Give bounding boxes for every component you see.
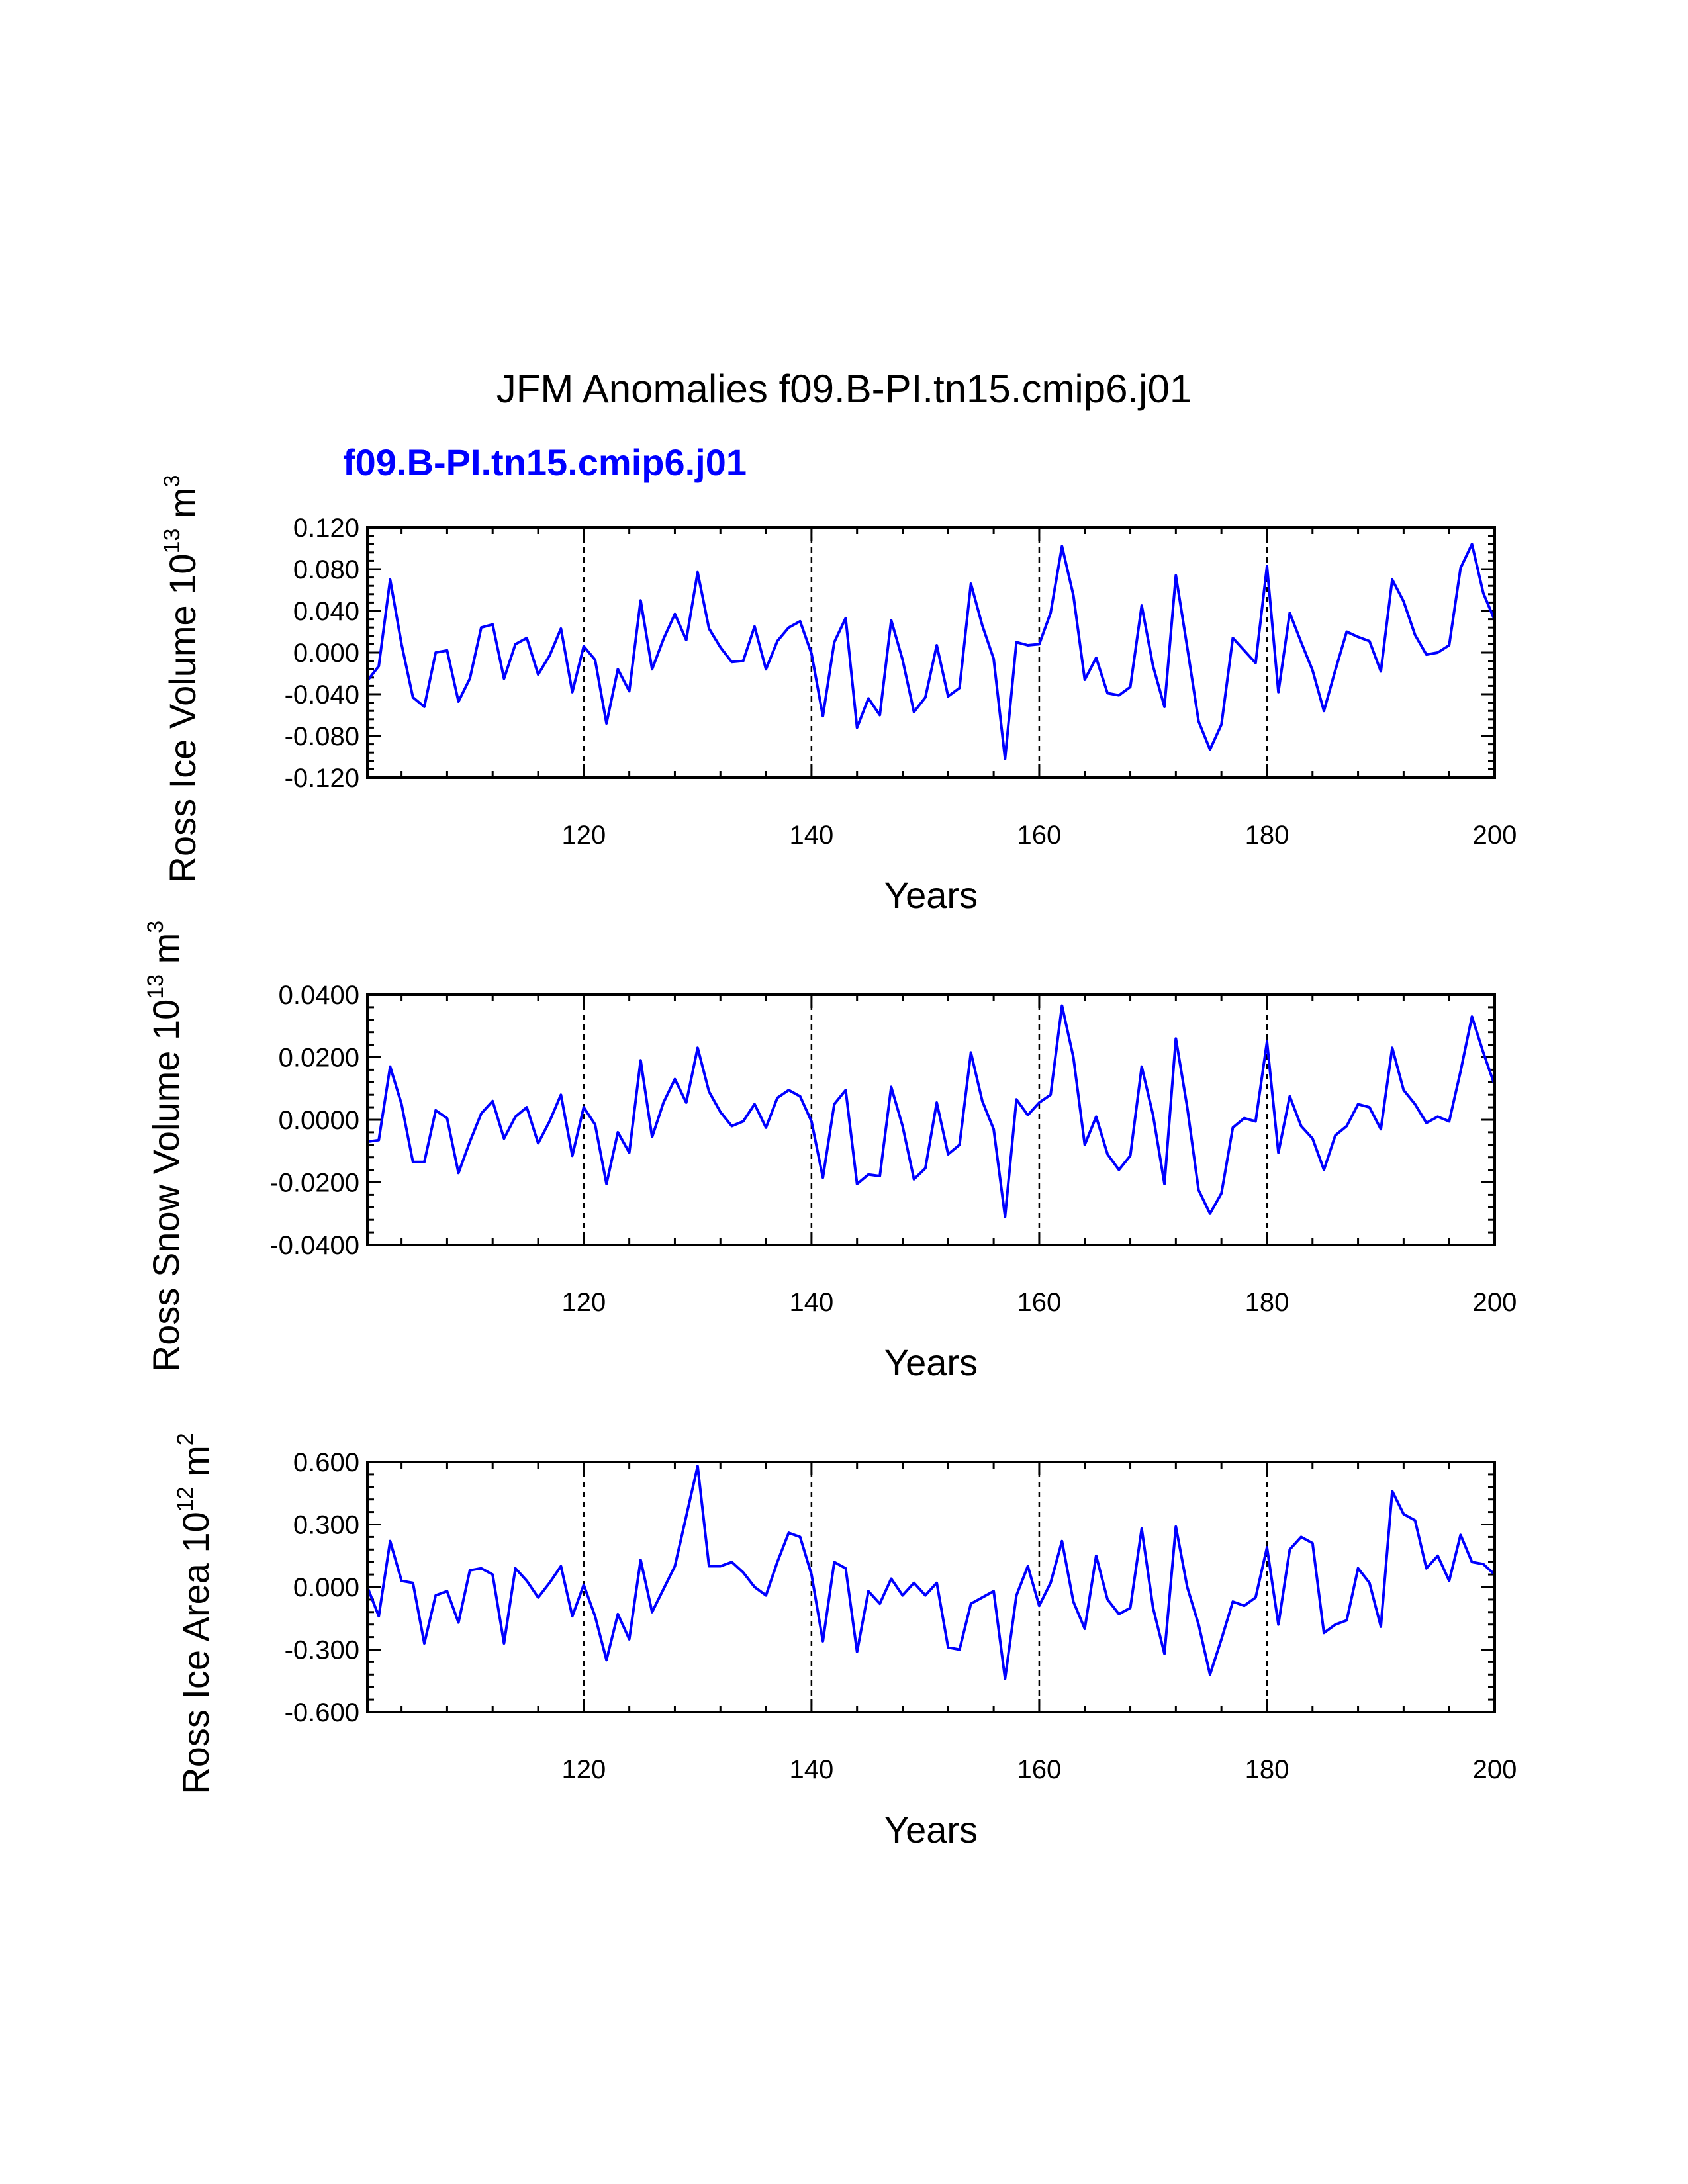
y-tick-label: -0.040 xyxy=(285,680,359,709)
panels: -0.120 -0.080 -0.040 0.000 0.040 0.080 0.120 12… xyxy=(143,475,1517,1850)
series-line xyxy=(367,1004,1496,1218)
x-tick-label: 180 xyxy=(1245,821,1289,850)
y-tick-label: 0.0400 xyxy=(279,981,359,1010)
x-tick-label: 180 xyxy=(1245,1288,1289,1317)
x-tick-label: 140 xyxy=(790,821,834,850)
x-tick-label: 200 xyxy=(1473,1288,1517,1317)
x-tick-label: 120 xyxy=(561,1755,606,1784)
y-tick-label: -0.080 xyxy=(285,722,359,751)
series-line xyxy=(366,1465,1496,1680)
x-tick-label: 160 xyxy=(1017,821,1062,850)
plot-frame xyxy=(366,993,1496,1246)
x-tick-label: 200 xyxy=(1473,821,1517,850)
y-tick-label: 0.600 xyxy=(293,1448,359,1477)
x-tick-label: 140 xyxy=(790,1288,834,1317)
plot-frame xyxy=(366,526,1496,779)
y-tick-label: -0.0400 xyxy=(269,1231,359,1260)
y-tick-label: -0.0200 xyxy=(269,1169,359,1198)
y-axis-label: Ross Snow Volume 1013 m3 xyxy=(143,921,187,1372)
y-tick-label: 0.080 xyxy=(293,555,359,584)
y-tick-label: 0.040 xyxy=(293,597,359,626)
y-tick-label: 0.0200 xyxy=(279,1044,359,1073)
x-axis-label: Years xyxy=(884,1342,978,1383)
y-tick-label: -0.600 xyxy=(285,1698,359,1727)
x-tick-label: 180 xyxy=(1245,1755,1289,1784)
x-axis-label: Years xyxy=(884,1809,978,1850)
series-line xyxy=(366,543,1496,760)
figure-title: JFM Anomalies f09.B-PI.tn15.cmip6.j01 xyxy=(496,367,1192,411)
y-tick-label: 0.300 xyxy=(293,1511,359,1540)
case-label: f09.B-PI.tn15.cmip6.j01 xyxy=(343,441,747,483)
y-tick-label: 0.120 xyxy=(293,514,359,543)
y-tick-label: 0.0000 xyxy=(279,1106,359,1135)
y-tick-label: 0.000 xyxy=(293,639,359,668)
panel-2: -0.0400 -0.0200 0.0000 0.0200 0.0400 120 140 16… xyxy=(143,921,1517,1383)
x-tick-label: 200 xyxy=(1473,1755,1517,1784)
y-tick-label: -0.300 xyxy=(285,1636,359,1665)
y-tick-label: 0.000 xyxy=(293,1573,359,1602)
plot-frame xyxy=(366,1461,1496,1713)
x-tick-label: 120 xyxy=(561,1288,606,1317)
x-tick-label: 120 xyxy=(561,821,606,850)
x-tick-label: 160 xyxy=(1017,1755,1062,1784)
x-tick-label: 140 xyxy=(790,1755,834,1784)
x-axis-label: Years xyxy=(884,874,978,916)
x-tick-label: 160 xyxy=(1017,1288,1062,1317)
y-tick-label: -0.120 xyxy=(285,764,359,793)
y-axis-label: Ross Ice Volume 1013 m3 xyxy=(160,475,203,883)
panel-1: -0.120 -0.080 -0.040 0.000 0.040 0.080 0.120 12… xyxy=(160,475,1517,916)
y-axis-label: Ross Ice Area 1012 m2 xyxy=(173,1433,216,1794)
panel-3: -0.600 -0.300 0.000 0.300 0.600 120 140 160 180 2… xyxy=(173,1433,1517,1850)
